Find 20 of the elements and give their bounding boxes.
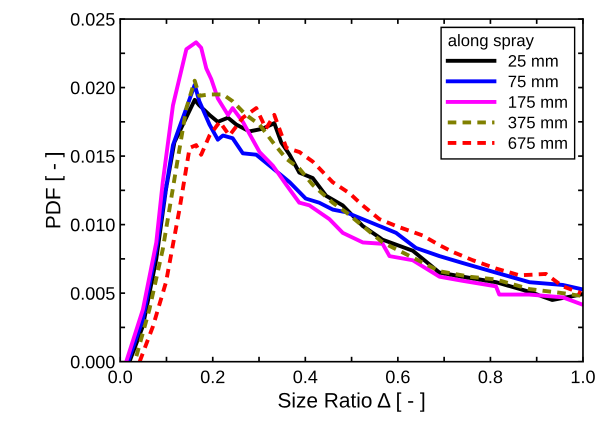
legend-label: 75 mm (508, 76, 558, 88)
y-tick-label: 0.000 (70, 356, 115, 368)
y-tick-label: 0.020 (70, 81, 115, 94)
x-tick-label: 0.6 (386, 370, 410, 384)
y-tick-label: 0.025 (70, 12, 115, 26)
y-tick-label: 0.010 (70, 218, 115, 232)
legend-label: 175 mm (509, 96, 567, 108)
x-tick-label: 0.2 (200, 370, 224, 384)
y-tick-label: 0.005 (70, 287, 115, 300)
x-axis-title: Size Ratio Δ [ - ] (278, 392, 424, 412)
legend-label: 375 mm (508, 116, 567, 128)
x-tick-label: 0.4 (293, 370, 318, 384)
x-tick-label: 1.0 (572, 370, 595, 384)
legend-title: along spray (448, 34, 534, 50)
y-tick-label: 0.015 (70, 150, 115, 163)
y-axis-title: PDF [ - ] (45, 153, 65, 228)
x-tick-label: 0.8 (478, 370, 502, 384)
legend-label: 25 mm (508, 55, 558, 67)
x-tick-label: 0.0 (108, 370, 132, 384)
legend-label: 675 mm (508, 137, 567, 149)
